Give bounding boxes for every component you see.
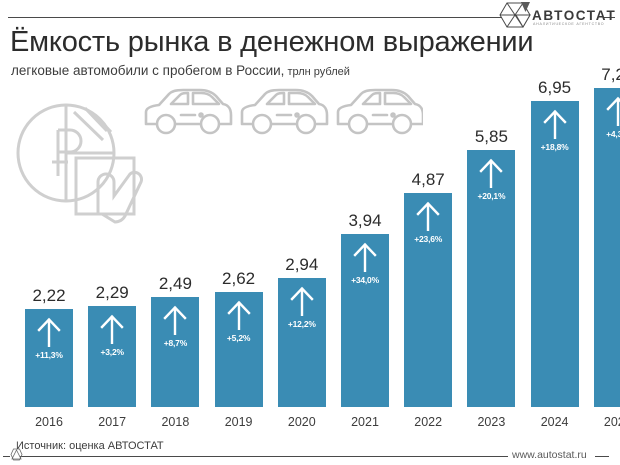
hexagon-triangle-icon	[10, 448, 23, 461]
pie-chart-ruble-hand-icon	[16, 103, 143, 224]
up-arrow-icon	[542, 109, 567, 140]
header-divider-left	[8, 17, 502, 18]
growth-percent-label: +23,6%	[414, 233, 443, 244]
bar-value-label: 7,25	[601, 65, 620, 84]
bar-value-label: 5,85	[474, 126, 508, 146]
bar-2022[interactable]	[404, 192, 453, 407]
up-arrow-icon	[37, 318, 61, 348]
car-icon	[144, 88, 233, 135]
growth-percent-label: +20,1%	[477, 190, 506, 201]
bar-value-label: 2,62	[222, 268, 256, 288]
growth-percent-label: +4,3%	[606, 129, 620, 139]
up-arrow-icon	[290, 286, 314, 316]
source-note: Источник: оценка АВТОСТАТ	[16, 440, 164, 452]
header-divider-right	[604, 17, 615, 18]
up-arrow-icon	[479, 158, 504, 188]
up-arrow-icon	[353, 242, 377, 272]
growth-percent-label: +5,2%	[226, 332, 251, 343]
up-arrow-icon	[100, 314, 124, 345]
growth-percent-label: +3,2%	[100, 347, 125, 358]
up-arrow-icon	[163, 306, 188, 336]
subtitle-text: легковые автомобили с пробегом в России,	[11, 63, 285, 78]
footer-divider-right	[595, 456, 609, 457]
x-axis-label-2017: 2017	[98, 415, 127, 429]
x-axis-label-2016: 2016	[35, 415, 63, 429]
x-axis-label-2022: 2022	[414, 415, 443, 429]
bar-group: 4,87 +23,6% 2022	[404, 0, 453, 465]
bar-2021[interactable]	[341, 233, 389, 407]
footer-divider-left	[3, 456, 10, 457]
hexagon-triangle-icon	[499, 2, 531, 28]
bar-value-label: 2,49	[158, 274, 192, 294]
bar-value-label: 2,29	[95, 283, 129, 303]
bar-2019[interactable]	[214, 291, 263, 407]
footer-divider	[20, 456, 508, 457]
bar-value-label: 2,22	[32, 286, 66, 306]
bar-value-label: 6,95	[538, 78, 572, 98]
up-arrow-icon	[416, 201, 440, 231]
logo-tagline: АНАЛИТИЧЕСКОЕ АГЕНТСТВО	[533, 22, 605, 26]
up-arrow-icon	[226, 300, 251, 330]
bar-2023[interactable]	[467, 149, 516, 407]
x-axis-label-2024: 2024	[540, 415, 569, 429]
car-icons-group	[144, 88, 423, 135]
bar-group: 5,85 +20,1% 2023	[467, 0, 516, 465]
x-axis-label-2018: 2018	[161, 415, 190, 429]
autostat-logo: АВТОСТАТ АНАЛИТИЧЕСКОЕ АГЕНТСТВО	[499, 2, 615, 30]
growth-percent-label: +11,3%	[35, 350, 63, 361]
growth-percent-label: +8,7%	[163, 338, 188, 349]
bar-2024[interactable]	[530, 101, 579, 407]
x-axis-label-2021: 2021	[351, 415, 379, 429]
bar-2020[interactable]	[277, 277, 326, 407]
x-axis-label-2025: 2025	[603, 415, 620, 429]
bar-value-label: 4,87	[411, 169, 445, 189]
bar-2017[interactable]	[88, 306, 137, 407]
x-axis-label-2020: 2020	[287, 415, 316, 429]
growth-percent-label: +12,2%	[287, 318, 316, 329]
car-icon	[336, 88, 423, 135]
growth-percent-label: +34,0%	[351, 274, 379, 285]
car-icon	[240, 88, 329, 135]
bar-2025[interactable]	[593, 88, 620, 407]
bar-group: 6,95 +18,8% 2024	[530, 0, 579, 465]
page-subtitle: легковые автомобили с пробегом в России,…	[11, 63, 350, 78]
growth-percent-label: +18,8%	[540, 142, 569, 153]
x-axis-label-2023: 2023	[477, 415, 506, 429]
bar-2016[interactable]	[25, 309, 73, 407]
bar-value-label: 3,94	[348, 210, 382, 230]
website-url: www.autostat.ru	[512, 449, 587, 461]
up-arrow-icon	[606, 96, 620, 126]
bar-2018[interactable]	[151, 297, 200, 407]
subtitle-units: трлн рублей	[284, 66, 350, 78]
page-title: Ёмкость рынка в денежном выражении	[10, 26, 534, 58]
x-axis-label-2019: 2019	[224, 415, 253, 429]
bar-value-label: 2,94	[285, 254, 319, 274]
logo-wordmark: АВТОСТАТ	[532, 8, 617, 23]
bar-group: 7,25 +4,3% 2025	[593, 0, 620, 465]
